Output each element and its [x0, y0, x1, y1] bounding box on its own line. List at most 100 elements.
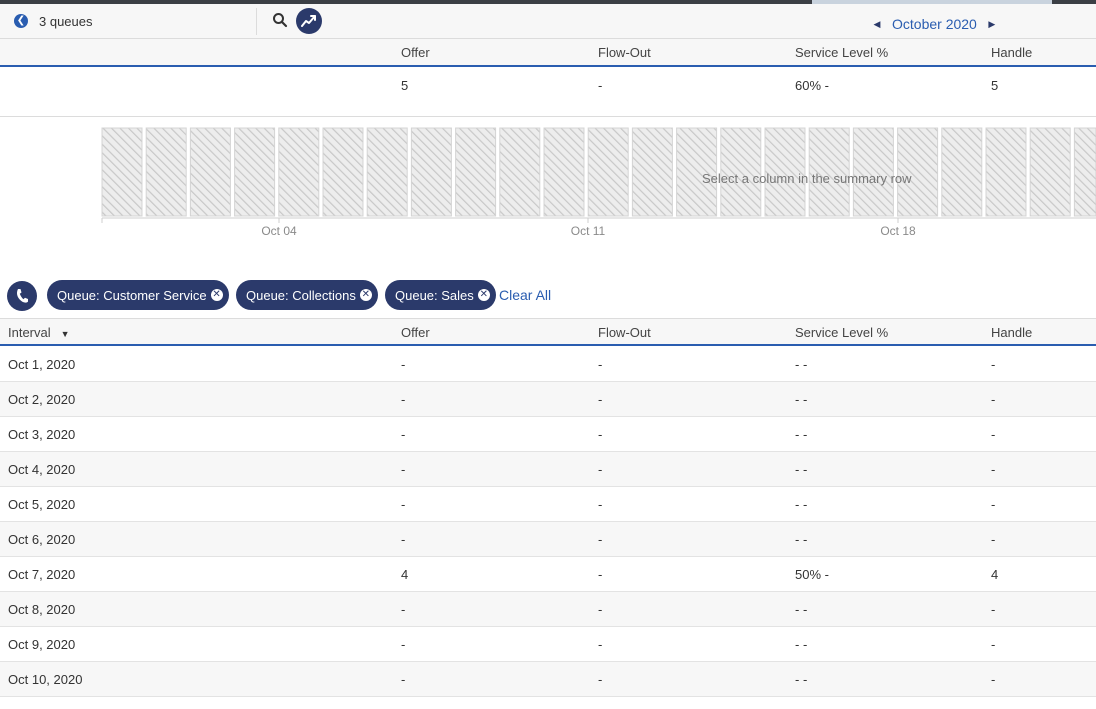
cell-flow-out: - — [598, 357, 603, 372]
x-axis-tick-label: Oct 11 — [571, 224, 606, 238]
column-header-flow-out[interactable]: Flow-Out — [598, 45, 651, 60]
remove-filter-icon[interactable]: ✕ — [477, 289, 490, 301]
table-row[interactable]: Oct 5, 2020 - - - - - — [0, 487, 1096, 522]
chart-placeholder-message: Select a column in the summary row — [702, 171, 912, 186]
chart-column[interactable] — [587, 127, 629, 217]
cell-flow-out: - — [598, 497, 603, 512]
cell-offer: - — [401, 427, 406, 442]
cell-handle: - — [991, 672, 996, 687]
column-header-interval[interactable]: Interval ▼ — [8, 325, 70, 340]
summary-handle[interactable]: 5 — [991, 78, 999, 93]
cell-interval: Oct 9, 2020 — [8, 637, 76, 652]
chart-column[interactable] — [234, 127, 276, 217]
cell-handle: - — [991, 497, 996, 512]
column-header-service-level[interactable]: Service Level % — [795, 325, 889, 340]
top-strip — [0, 0, 1096, 4]
filter-chip-collections[interactable]: Queue: Collections ✕ — [236, 280, 378, 310]
cell-interval: Oct 2, 2020 — [8, 392, 76, 407]
chart-column[interactable] — [631, 127, 673, 217]
chart-column[interactable] — [410, 127, 452, 217]
clear-all-link[interactable]: Clear All — [499, 287, 552, 303]
column-header-handle[interactable]: Handle — [991, 325, 1033, 340]
cell-service-level: - - — [795, 532, 808, 547]
chart-column[interactable] — [985, 127, 1027, 217]
chart-column[interactable] — [278, 127, 320, 217]
cell-offer: - — [401, 462, 406, 477]
table-row[interactable]: Oct 2, 2020 - - - - - — [0, 382, 1096, 417]
cell-handle: - — [991, 357, 996, 372]
cell-handle: - — [991, 392, 996, 407]
remove-filter-icon[interactable]: ✕ — [210, 289, 223, 301]
summary-flow-out[interactable]: - — [598, 78, 603, 93]
filter-chip-sales[interactable]: Queue: Sales ✕ — [385, 280, 496, 310]
cell-handle: 4 — [991, 567, 999, 582]
month-navigator: ◀ October 2020 ▶ — [872, 16, 997, 32]
column-header-handle[interactable]: Handle — [991, 45, 1033, 60]
chart-icon[interactable] — [296, 8, 322, 34]
active-tab-indicator — [812, 0, 1052, 4]
phone-icon[interactable] — [7, 281, 37, 311]
table-row[interactable]: Oct 3, 2020 - - - - - — [0, 417, 1096, 452]
cell-service-level: - - — [795, 602, 808, 617]
chart-column[interactable] — [1073, 127, 1096, 217]
column-header-offer[interactable]: Offer — [401, 325, 430, 340]
summary-row[interactable]: 5 - 60% - 5 — [0, 68, 1096, 117]
column-header-flow-out[interactable]: Flow-Out — [598, 325, 651, 340]
cell-interval: Oct 4, 2020 — [8, 462, 76, 477]
chart-column[interactable] — [764, 127, 806, 217]
chart-column[interactable] — [322, 127, 364, 217]
cell-flow-out: - — [598, 602, 603, 617]
table-row[interactable]: Oct 7, 2020 4 - 50% - 4 — [0, 557, 1096, 592]
prev-month-icon[interactable]: ◀ — [873, 18, 881, 29]
cell-interval: Oct 6, 2020 — [8, 532, 76, 547]
cell-flow-out: - — [598, 392, 603, 407]
cell-service-level: 50% - — [795, 567, 829, 582]
cell-offer: - — [401, 637, 406, 652]
cell-interval: Oct 1, 2020 — [8, 357, 76, 372]
sort-desc-icon[interactable]: ▼ — [60, 329, 70, 339]
chart-column[interactable] — [1029, 127, 1071, 217]
month-label[interactable]: October 2020 — [892, 16, 977, 32]
cell-handle: - — [991, 637, 996, 652]
queues-count[interactable]: 3 queues — [39, 14, 93, 29]
table-row[interactable]: Oct 4, 2020 - - - - - — [0, 452, 1096, 487]
summary-service-level[interactable]: 60% - — [795, 78, 829, 93]
search-icon[interactable] — [272, 12, 288, 28]
summary-offer[interactable]: 5 — [401, 78, 409, 93]
column-header-offer[interactable]: Offer — [401, 45, 430, 60]
chart-column[interactable] — [455, 127, 497, 217]
cell-flow-out: - — [598, 567, 603, 582]
table-row[interactable]: Oct 8, 2020 - - - - - — [0, 592, 1096, 627]
cell-service-level: - - — [795, 427, 808, 442]
cell-service-level: - - — [795, 462, 808, 477]
cell-interval: Oct 5, 2020 — [8, 497, 76, 512]
cell-offer: - — [401, 357, 406, 372]
table-row[interactable]: Oct 9, 2020 - - - - - — [0, 627, 1096, 662]
back-icon[interactable]: ❮ — [14, 14, 28, 28]
cell-offer: - — [401, 602, 406, 617]
next-month-icon[interactable]: ▶ — [988, 18, 996, 29]
chart-column[interactable] — [808, 127, 850, 217]
chart-column[interactable] — [189, 127, 231, 217]
chart-column[interactable] — [499, 127, 541, 217]
chart-column[interactable] — [145, 127, 187, 217]
cell-service-level: - - — [795, 497, 808, 512]
filter-chip-label: Queue: Customer Service — [57, 287, 207, 303]
chart-column[interactable] — [101, 127, 143, 217]
chart-column[interactable] — [543, 127, 585, 217]
chart-column[interactable] — [852, 127, 894, 217]
chart-column[interactable] — [941, 127, 983, 217]
toolbar: ❮ 3 queues ◀ October 2020 ▶ — [0, 4, 1096, 39]
table-row[interactable]: Oct 1, 2020 - - - - - — [0, 347, 1096, 382]
remove-filter-icon[interactable]: ✕ — [359, 289, 372, 301]
chart-column[interactable] — [676, 127, 718, 217]
chart-column[interactable] — [720, 127, 762, 217]
cell-handle: - — [991, 427, 996, 442]
filter-chip-customer-service[interactable]: Queue: Customer Service ✕ — [47, 280, 229, 310]
table-row[interactable]: Oct 10, 2020 - - - - - — [0, 662, 1096, 697]
table-row[interactable]: Oct 6, 2020 - - - - - — [0, 522, 1096, 557]
chart-column[interactable] — [366, 127, 408, 217]
chart-column[interactable] — [897, 127, 939, 217]
column-header-service-level[interactable]: Service Level % — [795, 45, 889, 60]
column-header-interval-label: Interval — [8, 325, 51, 340]
